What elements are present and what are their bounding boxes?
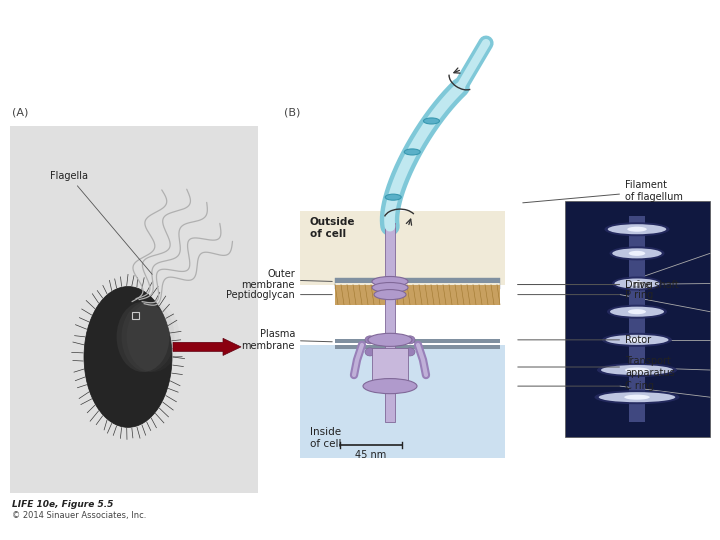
Ellipse shape bbox=[365, 348, 375, 356]
Ellipse shape bbox=[385, 194, 401, 200]
Text: Drive shaft: Drive shaft bbox=[518, 280, 679, 289]
Ellipse shape bbox=[612, 248, 662, 258]
Bar bbox=[335, 285, 500, 305]
Text: Flagella: Flagella bbox=[50, 171, 152, 274]
Ellipse shape bbox=[365, 336, 375, 344]
Text: (A): (A) bbox=[12, 107, 28, 118]
Ellipse shape bbox=[423, 118, 439, 124]
Text: Peptidoglycan: Peptidoglycan bbox=[226, 289, 332, 300]
Bar bbox=[335, 279, 500, 282]
Bar bbox=[385, 223, 395, 422]
Ellipse shape bbox=[404, 149, 420, 155]
Ellipse shape bbox=[368, 333, 412, 346]
Text: Outer
membrane: Outer membrane bbox=[241, 269, 332, 291]
Bar bbox=[10, 126, 258, 492]
Bar bbox=[335, 285, 500, 288]
Ellipse shape bbox=[599, 392, 675, 402]
Ellipse shape bbox=[374, 289, 406, 300]
Ellipse shape bbox=[597, 363, 677, 377]
Ellipse shape bbox=[625, 368, 649, 373]
Bar bbox=[300, 211, 505, 285]
Ellipse shape bbox=[122, 302, 174, 372]
Ellipse shape bbox=[372, 276, 408, 287]
Ellipse shape bbox=[127, 302, 179, 372]
Ellipse shape bbox=[117, 302, 169, 372]
Ellipse shape bbox=[601, 365, 673, 375]
Bar bbox=[335, 339, 500, 343]
Bar bbox=[629, 216, 645, 422]
Ellipse shape bbox=[614, 279, 660, 288]
Ellipse shape bbox=[627, 227, 647, 232]
Bar bbox=[132, 312, 139, 319]
Ellipse shape bbox=[606, 335, 668, 345]
Ellipse shape bbox=[372, 282, 408, 293]
Text: Outside
of cell: Outside of cell bbox=[310, 217, 356, 239]
Ellipse shape bbox=[405, 348, 415, 356]
Ellipse shape bbox=[629, 251, 645, 256]
Text: Filament
of flagellum: Filament of flagellum bbox=[523, 180, 683, 203]
Text: Rotor: Rotor bbox=[518, 335, 651, 345]
Text: Transport
apparatus: Transport apparatus bbox=[518, 356, 675, 378]
Ellipse shape bbox=[628, 309, 646, 314]
Ellipse shape bbox=[612, 276, 662, 291]
Bar bbox=[300, 345, 505, 457]
Text: L ring: L ring bbox=[518, 280, 653, 289]
Text: C ring: C ring bbox=[518, 381, 654, 391]
Ellipse shape bbox=[363, 379, 417, 394]
FancyArrow shape bbox=[173, 339, 241, 355]
Text: Inside
of cell: Inside of cell bbox=[310, 427, 341, 449]
Bar bbox=[565, 201, 710, 437]
Text: LIFE 10e, Figure 5.5: LIFE 10e, Figure 5.5 bbox=[12, 500, 113, 509]
Ellipse shape bbox=[84, 287, 172, 427]
Bar bbox=[335, 279, 500, 288]
Ellipse shape bbox=[605, 222, 670, 237]
Text: 45 nm: 45 nm bbox=[356, 450, 387, 461]
Ellipse shape bbox=[602, 333, 672, 347]
Ellipse shape bbox=[626, 338, 647, 342]
Text: © 2014 Sinauer Associates, Inc.: © 2014 Sinauer Associates, Inc. bbox=[12, 511, 146, 520]
Ellipse shape bbox=[624, 395, 649, 400]
Ellipse shape bbox=[610, 307, 664, 317]
Ellipse shape bbox=[610, 246, 665, 260]
Ellipse shape bbox=[608, 224, 666, 234]
Ellipse shape bbox=[629, 281, 644, 286]
Bar bbox=[335, 345, 500, 349]
Ellipse shape bbox=[405, 336, 415, 344]
Text: Plasma
membrane: Plasma membrane bbox=[241, 329, 332, 350]
Text: Figure 5.5  Prokaryotic Flagella: Figure 5.5 Prokaryotic Flagella bbox=[6, 9, 261, 26]
Ellipse shape bbox=[607, 305, 667, 319]
Ellipse shape bbox=[595, 390, 680, 404]
Bar bbox=[372, 348, 408, 386]
Text: (B): (B) bbox=[284, 107, 300, 118]
Text: P ring: P ring bbox=[518, 289, 653, 300]
